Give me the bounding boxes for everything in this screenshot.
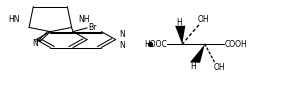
Text: NH: NH [79, 15, 90, 24]
Text: COOH: COOH [225, 40, 247, 49]
Text: OH: OH [198, 15, 209, 24]
Text: H: H [191, 62, 196, 71]
Polygon shape [190, 44, 205, 63]
Text: N: N [119, 30, 125, 39]
Text: HN: HN [9, 15, 20, 24]
Text: HOOC: HOOC [144, 40, 167, 49]
Text: N: N [32, 39, 38, 48]
Text: Br: Br [89, 23, 97, 32]
Text: OH: OH [213, 63, 225, 72]
Polygon shape [175, 26, 185, 44]
Text: N: N [119, 41, 125, 49]
Text: H: H [176, 18, 182, 27]
